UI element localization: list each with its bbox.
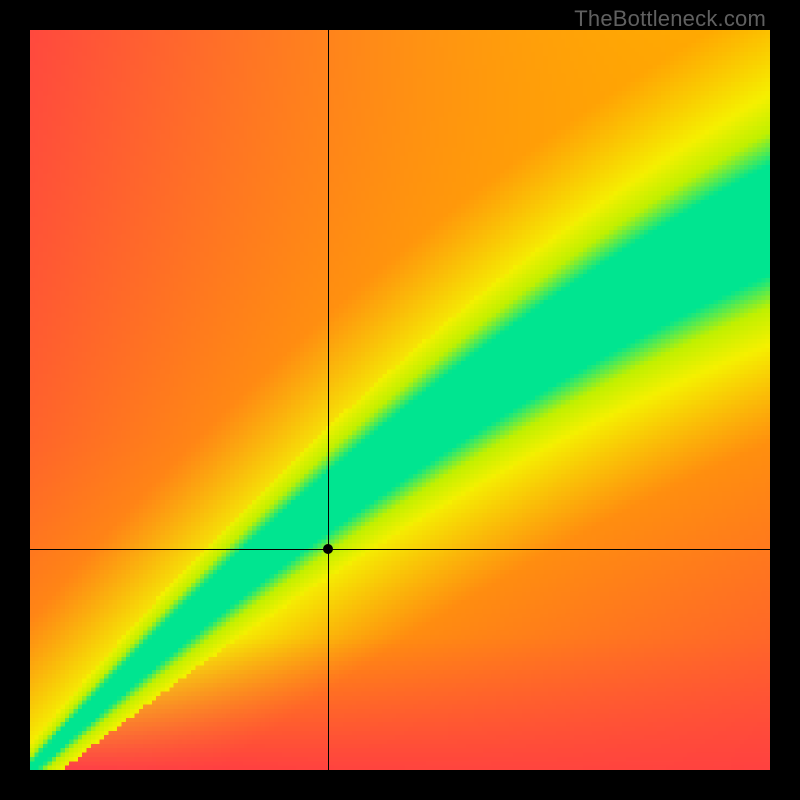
watermark-text: TheBottleneck.com bbox=[574, 6, 766, 32]
crosshair-horizontal bbox=[30, 549, 770, 550]
crosshair-vertical bbox=[328, 30, 329, 770]
heatmap-plot bbox=[30, 30, 770, 770]
heatmap-canvas bbox=[30, 30, 770, 770]
